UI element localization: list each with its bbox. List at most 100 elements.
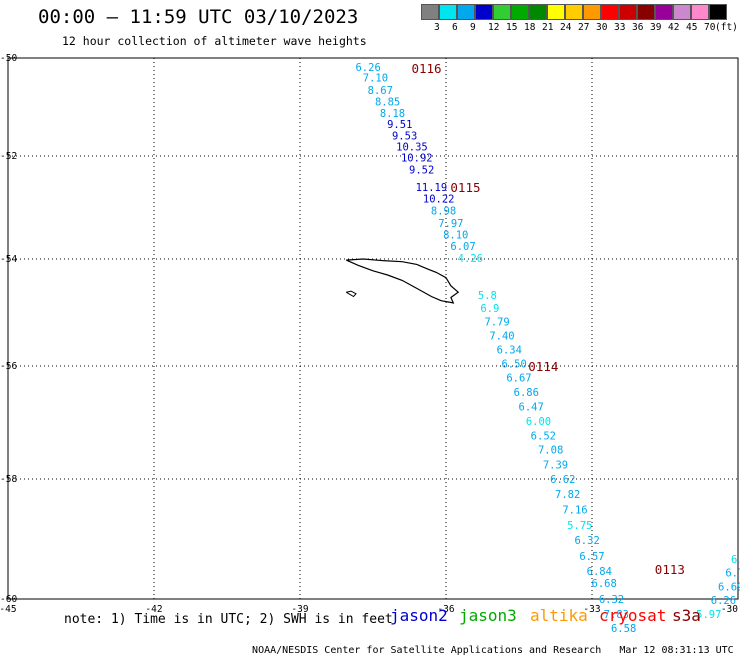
legend-swatch	[601, 4, 619, 20]
wave-height-value: 9.53	[392, 130, 417, 142]
wave-height-value: 10.92	[401, 153, 433, 165]
y-tick-label: -58	[0, 474, 17, 485]
legend-tick-label: 27	[578, 22, 590, 33]
legend-tick-label: 9	[470, 22, 476, 33]
x-tick-label: -30	[721, 604, 738, 615]
legend-swatch	[619, 4, 637, 20]
wave-height-value: 6.79	[725, 568, 740, 580]
wave-height-value: 6.84	[587, 566, 612, 578]
island-coastline	[345, 258, 460, 304]
x-tick-label: -42	[145, 604, 162, 615]
legend-swatch	[583, 4, 601, 20]
legend-tick-label: 33	[614, 22, 626, 33]
legend-swatch	[529, 4, 547, 20]
wave-height-value: 8.67	[368, 85, 393, 97]
wave-height-value: 6.86	[514, 387, 539, 399]
legend-swatch	[511, 4, 529, 20]
legend-tick-label: 45	[686, 22, 698, 33]
wave-height-value: 5.97	[696, 609, 721, 621]
wave-height-value: 6.00	[526, 416, 551, 428]
wave-height-value: 6.52	[531, 430, 556, 442]
legend-tick-label: 39	[650, 22, 662, 33]
legend-altika: altika	[530, 606, 588, 625]
legend-swatch	[493, 4, 511, 20]
pass-label: 0113	[655, 562, 685, 577]
pass-label: 0115	[450, 180, 480, 195]
wave-height-value: 8.10	[443, 229, 468, 241]
wave-height-value: 7.97	[438, 218, 463, 230]
legend-swatch	[673, 4, 691, 20]
legend-swatch	[421, 4, 439, 20]
wave-height-value: 6.5	[731, 554, 740, 566]
wave-height-value: 7.16	[562, 505, 587, 517]
wave-height-value: 8.18	[380, 108, 405, 120]
legend-swatch	[439, 4, 457, 20]
wave-height-value: 7.79	[484, 317, 509, 329]
legend-tick-label: 15	[506, 22, 518, 33]
credit-org: NOAA/NESDIS Center for Satellite Applica…	[252, 645, 602, 656]
map-title: 00:00 – 11:59 UTC 03/10/2023	[38, 6, 359, 28]
wave-height-value: 6.68	[592, 578, 617, 590]
wave-height-value: 5.75	[567, 520, 592, 532]
legend-swatch	[637, 4, 655, 20]
wave-height-value: 8.85	[375, 97, 400, 109]
legend-tick-label: 24	[560, 22, 572, 33]
wave-height-value: 7.08	[538, 445, 563, 457]
wave-height-value: 9.52	[409, 164, 434, 176]
pass-label: 0116	[411, 61, 441, 76]
wave-height-value: 10.35	[396, 142, 428, 154]
pass-label: 0114	[528, 359, 558, 374]
legend-tick-label: 70	[704, 22, 716, 33]
legend-swatch	[457, 4, 475, 20]
legend-jason2: jason2	[390, 606, 448, 625]
legend-unit: (ft)	[715, 22, 738, 33]
legend-swatch	[565, 4, 583, 20]
x-tick-label: -36	[437, 604, 454, 615]
wave-height-value: 6.57	[579, 551, 604, 563]
wave-height-value: 7.83	[604, 609, 629, 621]
wave-height-value: 6.26	[355, 62, 380, 74]
legend-swatch	[475, 4, 493, 20]
y-tick-label: -56	[0, 361, 17, 372]
footer-note: note: 1) Time is in UTC; 2) SWH is in fe…	[64, 612, 393, 627]
legend-tick-label: 21	[542, 22, 554, 33]
map-frame	[7, 57, 739, 600]
credit-line: NOAA/NESDIS Center for Satellite Applica…	[240, 634, 740, 656]
legend-s3a: s3a	[672, 606, 701, 625]
wave-height-value: 6.32	[574, 535, 599, 547]
legend-swatch	[709, 4, 727, 20]
y-tick-label: -54	[0, 254, 17, 265]
islet-coastline	[345, 290, 357, 298]
wave-height-value: 7.82	[555, 489, 580, 501]
wave-height-value: 6.69	[718, 581, 740, 593]
wave-height-value: 6.67	[506, 372, 531, 384]
wave-height-value: 6.9	[480, 303, 499, 315]
legend-swatch	[691, 4, 709, 20]
wave-height-value: 7.39	[543, 459, 568, 471]
wave-height-value: 6.32	[599, 594, 624, 606]
x-tick-label: -33	[583, 604, 600, 615]
legend-jason3: jason3	[459, 606, 517, 625]
wave-height-value: 7.10	[363, 73, 388, 85]
wave-height-value: 6.58	[611, 623, 636, 635]
wave-height-value: 6.07	[450, 241, 475, 253]
x-tick-label: -39	[291, 604, 308, 615]
legend-swatch	[547, 4, 565, 20]
wave-height-value: 6.50	[501, 358, 526, 370]
wave-height-value: 6.34	[497, 344, 522, 356]
x-tick-label: -45	[0, 604, 17, 615]
legend-tick-label: 12	[488, 22, 500, 33]
legend-tick-label: 18	[524, 22, 536, 33]
wave-height-value: 7.40	[489, 331, 514, 343]
legend-tick-label: 42	[668, 22, 680, 33]
y-tick-label: -50	[0, 53, 17, 64]
wave-height-value: 6.26	[711, 595, 736, 607]
y-tick-label: -52	[0, 151, 17, 162]
credit-timestamp: Mar 12 08:31:13 UTC 2023	[619, 645, 740, 656]
wave-height-value: 6.47	[519, 402, 544, 414]
legend-tick-label: 6	[452, 22, 458, 33]
legend-cryosat: cryosat	[599, 606, 667, 625]
y-tick-label: -60	[0, 594, 17, 605]
legend-tick-label: 36	[632, 22, 644, 33]
